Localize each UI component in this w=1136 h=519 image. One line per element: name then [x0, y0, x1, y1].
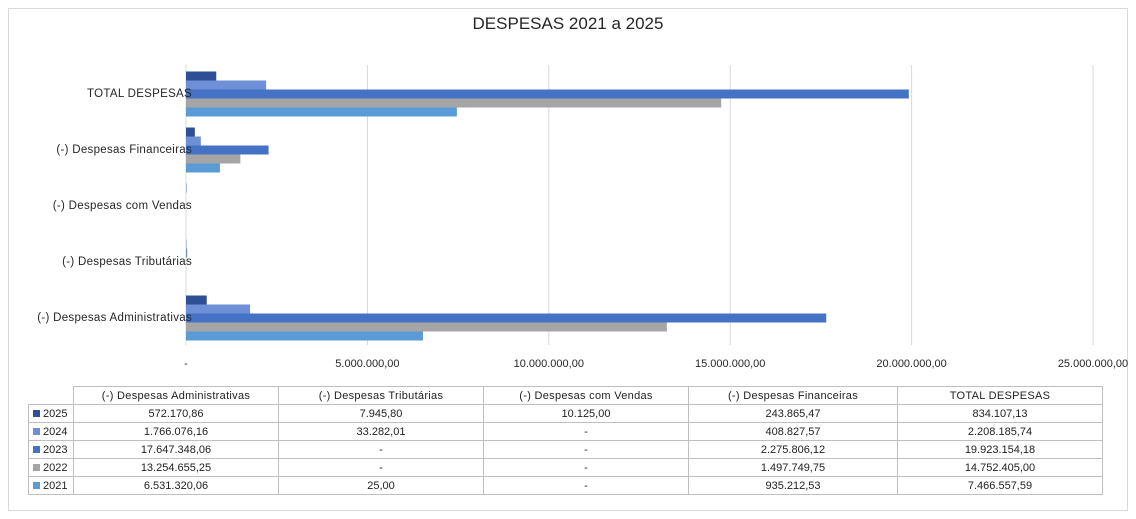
bar-2021: [186, 163, 220, 173]
table-cell: 935.212,53: [688, 476, 898, 495]
x-tick-label: 5.000.000,00: [335, 358, 399, 370]
table-row: 2023 17.647.348,06- -2.275.806,12 19.923.15…: [28, 440, 1103, 459]
bar-2024: [186, 136, 201, 146]
legend-key: 2023: [28, 440, 74, 459]
table-header-cell: (-) Despesas com Vendas: [483, 386, 689, 405]
bar-2021: [186, 331, 423, 341]
table-row: 2021 6.531.320,06 25,00-935.212,53 7.466.55…: [28, 476, 1103, 495]
bar-2022: [186, 98, 722, 108]
table-cell: 408.827,57: [688, 422, 898, 441]
table-row: 2022 13.254.655,25- -1.497.749,75 14.752.40…: [28, 458, 1103, 477]
legend-key: 2021: [28, 476, 74, 495]
table-cell: 17.647.348,06: [73, 440, 279, 459]
bar-2023: [186, 89, 909, 99]
category-label: (-) Despesas Financeiras: [56, 144, 192, 156]
legend-swatch: [33, 463, 40, 471]
x-tick-label: 10.000.000,00: [514, 358, 584, 370]
x-tick-label: 15.000.000,00: [695, 358, 765, 370]
bar-2023: [186, 313, 827, 323]
table-cell: 6.531.320,06: [73, 476, 279, 495]
legend-key: 2025: [28, 404, 74, 423]
table-cell: 834.107,13: [897, 404, 1103, 423]
legend-label: 2022: [43, 461, 68, 474]
x-tick-label: 25.000.000,00: [1058, 358, 1128, 370]
bar-2025: [186, 127, 195, 137]
bar-2025: [186, 295, 207, 305]
table-header-cell: (-) Despesas Administrativas: [73, 386, 279, 405]
data-table-header: (-) Despesas Administrativas (-) Despesas…: [28, 386, 1103, 405]
legend-label: 2023: [43, 443, 68, 456]
bar-2023: [186, 145, 269, 155]
table-cell: 7.466.557,59: [897, 476, 1103, 495]
x-tick-label: 20.000.000,00: [876, 358, 946, 370]
table-cell: -: [483, 422, 689, 441]
data-table: (-) Despesas Administrativas (-) Despesas…: [28, 386, 1103, 495]
bar-2024: [186, 80, 267, 90]
x-tick-label: -: [184, 358, 188, 370]
legend-swatch: [33, 481, 40, 489]
bar-2021: [186, 107, 457, 117]
legend-swatch: [33, 427, 40, 435]
table-cell: -: [483, 476, 689, 495]
table-cell: 19.923.154,18: [897, 440, 1103, 459]
table-row: 2025 572.170,86 7.945,80 10.125,00 243.865,4…: [28, 404, 1103, 423]
legend-swatch: [33, 445, 40, 453]
category-label: TOTAL DESPESAS: [87, 88, 192, 100]
table-cell: 10.125,00: [483, 404, 689, 423]
table-cell: 25,00: [278, 476, 484, 495]
table-cell: 1.766.076,16: [73, 422, 279, 441]
table-cell: 2.275.806,12: [688, 440, 898, 459]
table-row: 2024 1.766.076,16 33.282,01-408.827,57 2.20…: [28, 422, 1103, 441]
table-cell: 13.254.655,25: [73, 458, 279, 477]
table-cell: -: [483, 458, 689, 477]
legend-swatch: [33, 409, 40, 417]
table-cell: 2.208.185,74: [897, 422, 1103, 441]
table-cell: 33.282,01: [278, 422, 484, 441]
legend-label: 2025: [43, 407, 68, 420]
table-header-cell: TOTAL DESPESAS: [897, 386, 1103, 405]
legend-label: 2024: [43, 425, 68, 438]
category-label: (-) Despesas com Vendas: [53, 200, 192, 212]
table-cell: -: [278, 458, 484, 477]
legend-label: 2021: [43, 479, 68, 492]
category-label: (-) Despesas Tributárias: [62, 256, 192, 268]
table-cell: -: [483, 440, 689, 459]
category-label: (-) Despesas Administrativas: [37, 312, 192, 324]
bar-2022: [186, 322, 667, 332]
legend-key: 2022: [28, 458, 74, 477]
bar-chart: - 5.000.000,00 10.000.000,00 15.000.000,00 2…: [37, 65, 1128, 370]
table-cell: -: [278, 440, 484, 459]
table-cell: 14.752.405,00: [897, 458, 1103, 477]
legend-key: 2024: [28, 422, 74, 441]
table-cell: 572.170,86: [73, 404, 279, 423]
data-table-body: 2025 572.170,86 7.945,80 10.125,00 243.865,4…: [28, 404, 1103, 495]
table-cell: 7.945,80: [278, 404, 484, 423]
table-header-cell: (-) Despesas Tributárias: [278, 386, 484, 405]
table-header-cell: (-) Despesas Financeiras: [688, 386, 898, 405]
bar-2022: [186, 154, 241, 164]
table-corner: [28, 386, 74, 405]
bar-2025: [186, 71, 217, 81]
bar-2024: [186, 304, 251, 314]
chart-title: DESPESAS 2021 a 2025: [472, 14, 664, 33]
bar-2024: [186, 248, 188, 258]
table-cell: 1.497.749,75: [688, 458, 898, 477]
table-cell: 243.865,47: [688, 404, 898, 423]
